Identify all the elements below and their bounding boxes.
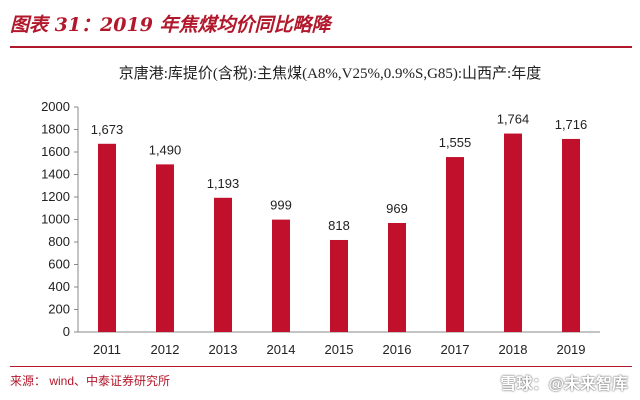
bar-value-label: 1,490 [149, 142, 182, 157]
bar-value-label: 1,555 [439, 135, 472, 150]
bar-value-label: 1,193 [207, 176, 240, 191]
source-note: 来源： wind、中泰证券研究所 [10, 374, 171, 388]
bar-value-label: 818 [328, 218, 350, 233]
figure-caption: 图表 31：2019 年焦煤均价同比略降 [10, 14, 331, 36]
y-tick-label: 400 [48, 279, 70, 294]
x-tick-label: 2017 [441, 342, 470, 357]
source-divider [10, 366, 632, 367]
bar [388, 222, 406, 332]
y-tick-label: 1800 [41, 122, 70, 137]
value-label-group: 1,673 1,490 1,193 999 818 969 1,555 1,764 1,716 [91, 112, 588, 233]
caption-divider [10, 46, 632, 48]
bar [562, 138, 580, 332]
bar [214, 197, 232, 332]
watermark: 雪球：@未来智库 [500, 376, 628, 393]
bar-value-label: 999 [270, 198, 292, 213]
y-tick-label: 2000 [41, 99, 70, 114]
y-tick-group: 0 200 400 600 800 1000 1200 1400 1600 1800 2000 [41, 99, 78, 339]
x-tick-label: 2012 [151, 342, 180, 357]
y-tick-label: 1000 [41, 212, 70, 227]
y-tick-label: 1400 [41, 167, 70, 182]
y-tick-label: 600 [48, 257, 70, 272]
bar-group [98, 133, 580, 332]
x-tick-label: 2018 [499, 342, 528, 357]
x-tick-group: 2011 2012 2013 2014 2015 2016 2017 2018 2019 [93, 342, 585, 357]
bar [446, 157, 464, 332]
x-tick-label: 2019 [557, 342, 586, 357]
x-tick-label: 2011 [93, 342, 121, 357]
y-tick-label: 1200 [41, 189, 70, 204]
x-tick-label: 2016 [383, 342, 412, 357]
x-tick-label: 2013 [209, 342, 238, 357]
y-tick-label: 1600 [41, 144, 70, 159]
y-tick-label: 0 [63, 324, 70, 339]
y-tick-label: 800 [48, 234, 70, 249]
chart-title: 京唐港:库提价(含税):主焦煤(A8%,V25%,0.9%S,G85):山西产:… [119, 65, 541, 82]
bar [330, 239, 348, 332]
bar [156, 164, 174, 332]
bar [98, 143, 116, 332]
bar [272, 219, 290, 332]
bar-value-label: 1,764 [497, 112, 530, 127]
bar-value-label: 969 [386, 201, 408, 216]
x-tick-label: 2014 [267, 342, 296, 357]
x-tick-label: 2015 [325, 342, 354, 357]
bar-value-label: 1,716 [555, 117, 588, 132]
bar-value-label: 1,673 [91, 122, 124, 137]
bar [504, 133, 522, 332]
bar-chart: 京唐港:库提价(含税):主焦煤(A8%,V25%,0.9%S,G85):山西产:… [41, 65, 600, 357]
y-tick-label: 200 [48, 302, 70, 317]
